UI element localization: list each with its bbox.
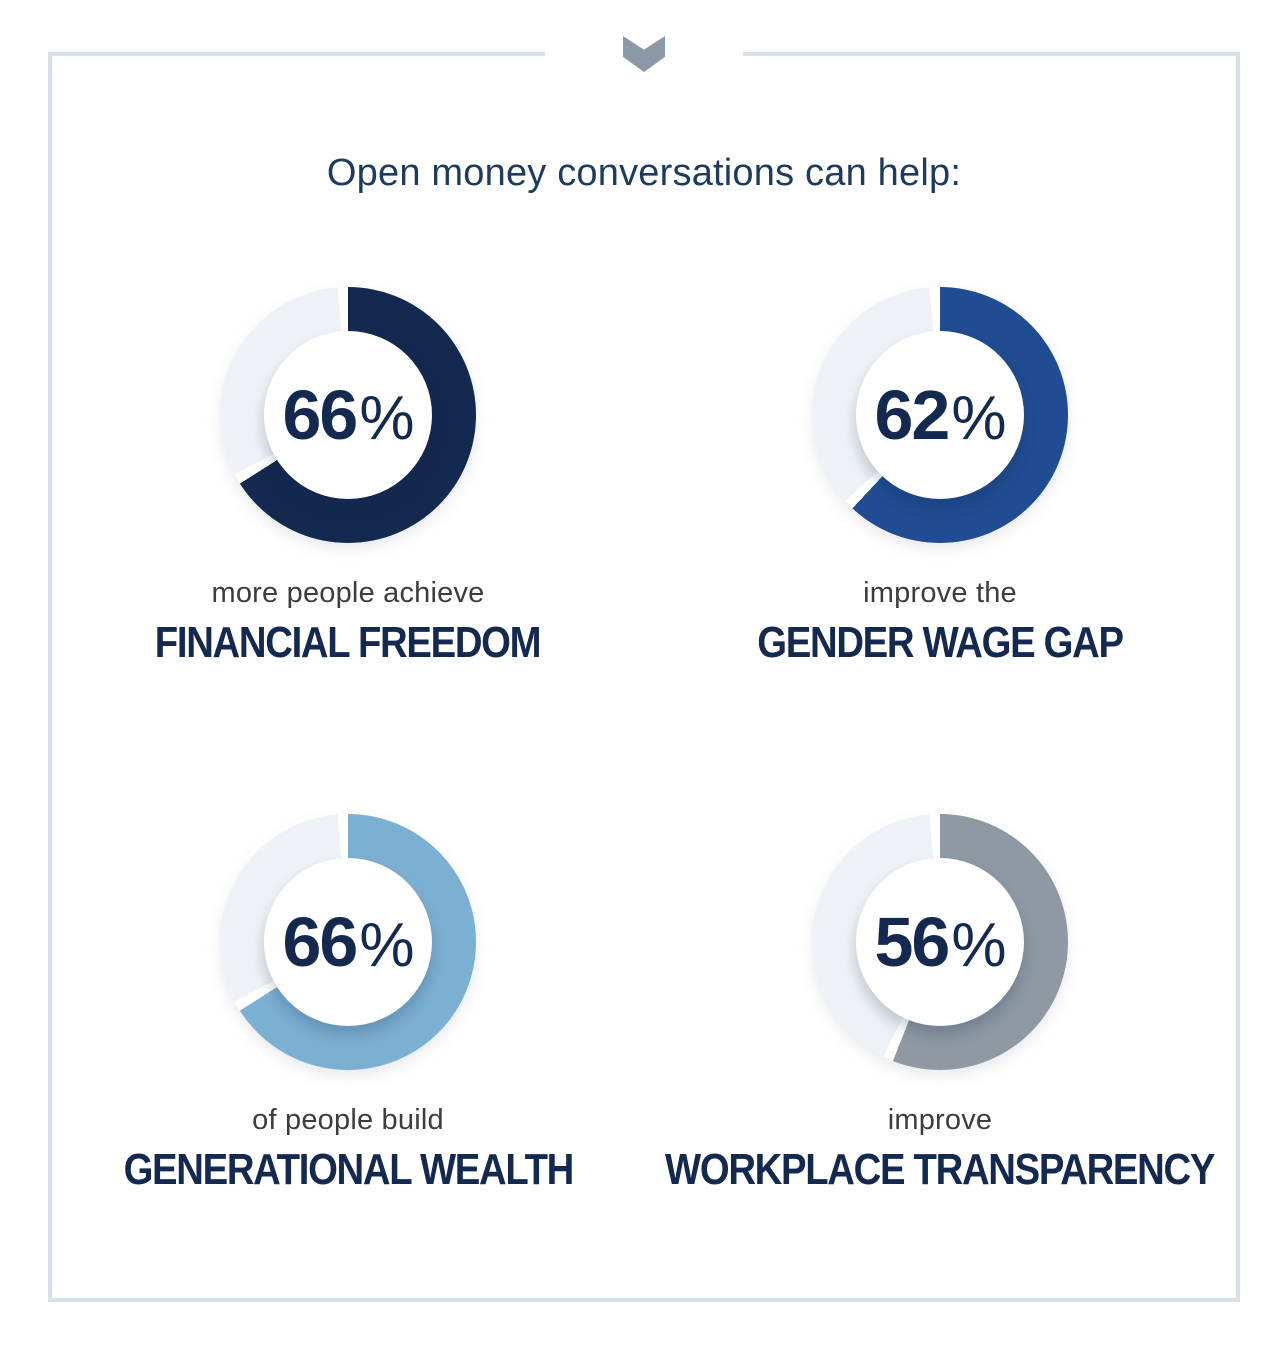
chart-title: Open money conversations can help: [326,152,962,194]
donut-hole [856,331,1024,499]
percent-value: 62 [874,376,950,454]
donut-card-generational-wealth: 66 % of people build GENERATIONAL WEALTH [52,814,644,1195]
percent-sign: % [951,384,1006,453]
donut-grid: 66 % more people achieve FINANCIAL FREED… [52,287,1236,1195]
donut-value: 62 % [812,287,1068,543]
donut-ring: 66 % [220,814,476,1070]
donut-ring: 66 % [220,287,476,543]
content-frame: Open money conversations can help: 66 % … [48,52,1240,1302]
donut-card-workplace-transparency: 56 % improve WORKPLACE TRANSPARENCY [644,814,1236,1195]
donut-card-gender-wage-gap: 62 % improve the GENDER WAGE GAP [644,287,1236,668]
donut-category-label: GENDER WAGE GAP [757,618,1124,667]
percent-sign: % [951,911,1006,980]
donut-category-label: GENERATIONAL WEALTH [123,1145,574,1194]
percent-sign: % [359,384,414,453]
donut-description: improve the [863,577,1017,609]
donut-card-financial-freedom: 66 % more people achieve FINANCIAL FREED… [52,287,644,668]
donut-hole [264,858,432,1026]
donut-category-label: WORKPLACE TRANSPARENCY [665,1145,1215,1194]
donut-description: improve [887,1104,993,1136]
percent-value: 66 [282,376,358,454]
percent-sign: % [359,911,414,980]
donut-ring: 56 % [812,814,1068,1070]
percent-value: 56 [874,903,950,981]
donut-value: 56 % [812,814,1068,1070]
donut-ring: 62 % [812,287,1068,543]
donut-hole [856,858,1024,1026]
donut-description: more people achieve [211,577,485,609]
donut-hole [264,331,432,499]
donut-description: of people build [252,1104,444,1136]
donut-value: 66 % [220,287,476,543]
percent-value: 66 [282,903,358,981]
donut-value: 66 % [220,814,476,1070]
donut-category-label: FINANCIAL FREEDOM [155,618,542,667]
